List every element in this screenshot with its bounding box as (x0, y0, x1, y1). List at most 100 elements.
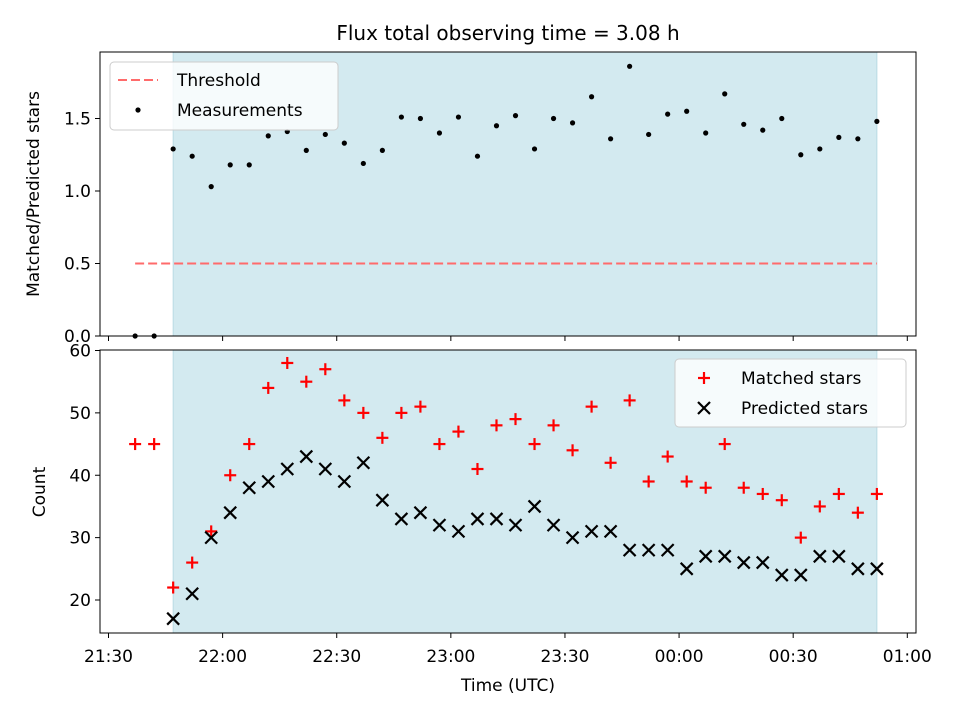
predicted-star-point (774, 568, 789, 582)
predicted-star-point (546, 518, 561, 532)
predicted-star-stroke-b (870, 562, 884, 576)
predicted-star-point (679, 562, 694, 576)
predicted-star-point (870, 562, 884, 576)
predicted-star-point (660, 543, 675, 557)
predicted-star-stroke-b (774, 568, 789, 582)
predicted-star-point (375, 493, 390, 507)
y-tick-label: 0.0 (64, 327, 91, 347)
x-tick-label: 22:00 (198, 647, 247, 667)
measurement-point (798, 152, 804, 158)
predicted-star-stroke-b (166, 611, 180, 626)
predicted-star-point (185, 586, 199, 601)
measurement-point (360, 160, 366, 167)
predicted-star-point (736, 555, 751, 570)
measurement-point (608, 136, 614, 142)
predicted-star-stroke-b (755, 555, 770, 570)
predicted-star-point (565, 530, 580, 545)
measurement-point (265, 133, 271, 139)
predicted-star-stroke-b (489, 512, 504, 526)
measurement-point (627, 63, 633, 69)
x-tick-label: 21:30 (84, 647, 133, 667)
x-tick-label: 23:30 (540, 647, 589, 667)
matched-star-point (661, 450, 674, 463)
y-tick-label: 40 (69, 466, 91, 486)
matched-star-point (186, 556, 199, 569)
predicted-star-stroke-b (470, 512, 485, 526)
bottom-x-axis-label: Time (UTC) (460, 676, 555, 696)
predicted-star-stroke-b (413, 505, 428, 520)
predicted-star-point (489, 512, 504, 526)
matched-star-point (433, 438, 446, 451)
y-tick-label: 20 (69, 591, 91, 611)
measurement-point (227, 162, 233, 168)
measurement-point (855, 136, 861, 142)
matched-star-point (680, 475, 693, 488)
top-legend: Threshold Measurements (109, 61, 339, 131)
matched-star-point (794, 531, 807, 544)
matched-star-point (851, 506, 864, 519)
bottom-plot-frame (99, 349, 917, 634)
matched-star-point (737, 481, 750, 494)
predicted-star-stroke-b (242, 480, 257, 495)
predicted-star-stroke-b (851, 562, 865, 576)
legend-predicted-label: Predicted stars (741, 399, 868, 419)
top-x-axis-ticks (108, 336, 908, 341)
measurement-point (817, 146, 823, 152)
matched-star-point (281, 356, 294, 369)
predicted-star-stroke-b (185, 586, 199, 601)
matched-star-point (756, 487, 769, 500)
measurement-point (436, 130, 443, 136)
predicted-star-stroke-b (204, 530, 218, 545)
measurement-point (303, 147, 309, 153)
matched-star-point (452, 425, 465, 438)
predicted-star-point (242, 480, 257, 495)
measurement-point (741, 121, 747, 127)
predicted-star-stroke-b (508, 518, 523, 532)
top-y-axis-ticks: 0.0 0.5 1.0 1.5 (64, 110, 100, 347)
legend-matched-label: Matched stars (741, 369, 861, 389)
predicted-star-stroke-b (813, 549, 827, 564)
legend-measurements-label: Measurements (177, 101, 303, 121)
predicted-star-stroke-b (375, 493, 390, 507)
top-chart-title: Flux total observing time = 3.08 h (336, 21, 679, 45)
measurement-point (474, 153, 481, 159)
matched-star-point (167, 581, 180, 594)
matched-star-point (642, 475, 655, 488)
bottom-marks (129, 350, 884, 633)
matched-star-point (129, 438, 142, 451)
measurement-point (322, 131, 328, 138)
x-tick-label: 00:30 (769, 647, 818, 667)
predicted-star-stroke-b (527, 499, 542, 514)
predicted-star-point (794, 568, 808, 582)
matched-star-point (243, 438, 256, 451)
predicted-star-point (413, 505, 428, 520)
predicted-star-point (717, 549, 732, 564)
predicted-star-point (832, 549, 846, 564)
predicted-star-point (356, 455, 371, 470)
y-tick-label: 1.0 (64, 182, 91, 202)
predicted-star-point (451, 524, 466, 539)
predicted-star-stroke-b (565, 530, 580, 545)
predicted-star-point (584, 524, 599, 539)
bottom-panel: 20 30 40 50 60 21:30 22:00 22:30 23:00 23:30 00:0… (30, 342, 932, 697)
measurement-point (379, 147, 385, 153)
predicted-star-point (470, 512, 485, 526)
predicted-star-stroke-b (451, 524, 466, 539)
predicted-star-point (337, 474, 352, 489)
matched-star-point (604, 456, 617, 469)
predicted-star-point (432, 518, 447, 532)
measurement-point (531, 146, 538, 152)
predicted-star-stroke-b (356, 455, 371, 470)
measurement-point (455, 114, 462, 120)
predicted-star-point (280, 462, 295, 476)
predicted-star-stroke-b (641, 543, 656, 557)
legend-measurements-swatch (135, 107, 141, 113)
matched-star-point (262, 381, 275, 394)
predicted-star-point (755, 555, 770, 570)
predicted-star-stroke-b (679, 562, 694, 576)
predicted-star-point (318, 462, 333, 476)
matched-star-point (205, 525, 218, 538)
top-legend-box (109, 61, 339, 131)
measurement-point (493, 123, 500, 129)
predicted-star-stroke-b (698, 549, 713, 564)
